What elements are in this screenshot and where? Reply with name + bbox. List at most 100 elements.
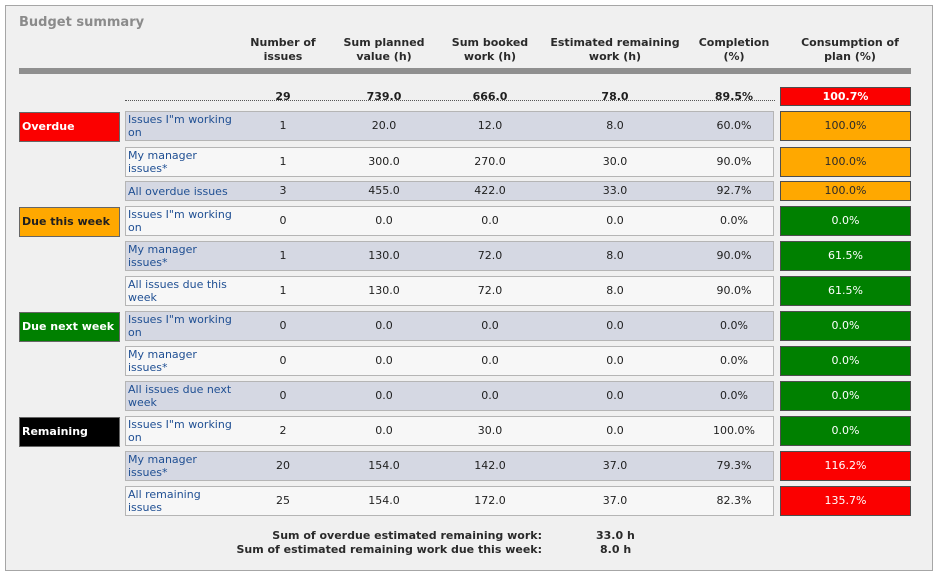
row-completion: 0.0%: [720, 319, 748, 332]
row-link[interactable]: All remaining issues: [128, 488, 201, 514]
header-divider: [19, 68, 911, 74]
row-link[interactable]: Issues I"m working on: [128, 313, 232, 339]
row-booked: 0.0: [481, 389, 499, 402]
row-remaining: 0.0: [606, 424, 624, 437]
row-remaining: 37.0: [602, 459, 628, 472]
group-remaining: Remaining: [19, 417, 120, 447]
total-consumption: 100.7%: [780, 87, 911, 106]
table-row: All issues due next week: [125, 381, 774, 411]
total-remaining: 78.0: [601, 90, 629, 103]
row-issues: 0: [279, 214, 287, 227]
row-remaining: 0.0: [606, 319, 624, 332]
row-remaining: 33.0: [602, 184, 628, 197]
table-row: My manager issues*: [125, 147, 774, 177]
row-completion: 0.0%: [720, 389, 748, 402]
row-consumption-badge: 0.0%: [780, 416, 911, 446]
row-consumption-badge: 135.7%: [780, 486, 911, 516]
row-completion: 79.3%: [716, 459, 752, 472]
group-due-this-week: Due this week: [19, 207, 120, 237]
footer-week-label: Sum of estimated remaining work due this…: [236, 543, 542, 556]
row-planned: 154.0: [368, 494, 400, 507]
row-completion: 0.0%: [720, 214, 748, 227]
row-planned: 130.0: [368, 284, 400, 297]
table-row: All overdue issues: [125, 181, 774, 201]
row-consumption-badge: 61.5%: [780, 276, 911, 306]
row-issues: 2: [279, 424, 287, 437]
row-remaining: 0.0: [606, 214, 624, 227]
row-issues: 20: [276, 459, 290, 472]
row-completion: 90.0%: [716, 284, 752, 297]
row-link[interactable]: Issues I"m working on: [128, 113, 232, 139]
row-consumption-badge: 0.0%: [780, 346, 911, 376]
row-remaining: 0.0: [606, 354, 624, 367]
row-booked: 72.0: [477, 284, 503, 297]
row-link[interactable]: All overdue issues: [128, 185, 228, 198]
footer-overdue-value: 33.0 h: [596, 529, 635, 542]
table-row: Issues I"m working on: [125, 111, 774, 141]
row-remaining: 8.0: [606, 284, 624, 297]
row-booked: 422.0: [474, 184, 506, 197]
total-planned: 739.0: [366, 90, 402, 103]
row-link[interactable]: Issues I"m working on: [128, 418, 232, 444]
col-header-consumption: Consumption of plan (%): [801, 36, 899, 63]
row-planned: 300.0: [368, 155, 400, 168]
table-row: All remaining issues: [125, 486, 774, 516]
row-completion: 60.0%: [716, 119, 752, 132]
row-booked: 142.0: [474, 459, 506, 472]
group-overdue: Overdue: [19, 112, 120, 142]
row-link[interactable]: Issues I"m working on: [128, 208, 232, 234]
row-remaining: 8.0: [606, 249, 624, 262]
row-consumption-badge: 0.0%: [780, 381, 911, 411]
row-booked: 12.0: [477, 119, 503, 132]
row-issues: 0: [279, 389, 287, 402]
col-header-completion: Completion (%): [698, 36, 770, 63]
row-link[interactable]: All issues due next week: [128, 383, 232, 409]
row-link[interactable]: My manager issues*: [128, 453, 197, 479]
table-row: All issues due this week: [125, 276, 774, 306]
row-booked: 0.0: [481, 319, 499, 332]
panel-title: Budget summary: [19, 15, 145, 30]
row-planned: 20.0: [371, 119, 397, 132]
row-booked: 270.0: [474, 155, 506, 168]
row-link[interactable]: My manager issues*: [128, 348, 197, 374]
row-planned: 0.0: [375, 424, 393, 437]
row-remaining: 0.0: [606, 389, 624, 402]
row-remaining: 30.0: [602, 155, 628, 168]
row-link[interactable]: My manager issues*: [128, 149, 197, 175]
row-planned: 0.0: [375, 214, 393, 227]
row-completion: 82.3%: [716, 494, 752, 507]
row-booked: 172.0: [474, 494, 506, 507]
group-due-next-week: Due next week: [19, 312, 120, 342]
row-consumption-badge: 61.5%: [780, 241, 911, 271]
row-consumption-badge: 0.0%: [780, 206, 911, 236]
row-remaining: 37.0: [602, 494, 628, 507]
row-booked: 0.0: [481, 214, 499, 227]
total-issues: 29: [275, 90, 291, 103]
row-completion: 92.7%: [716, 184, 752, 197]
table-row: My manager issues*: [125, 346, 774, 376]
row-booked: 0.0: [481, 354, 499, 367]
table-row: My manager issues*: [125, 241, 774, 271]
row-consumption-badge: 100.0%: [780, 111, 911, 141]
row-consumption-badge: 0.0%: [780, 311, 911, 341]
col-header-issues: Number of issues: [250, 36, 316, 63]
row-planned: 455.0: [368, 184, 400, 197]
row-booked: 72.0: [477, 249, 503, 262]
row-consumption-badge: 100.0%: [780, 181, 911, 201]
table-row: Issues I"m working on: [125, 206, 774, 236]
row-planned: 0.0: [375, 354, 393, 367]
row-issues: 0: [279, 354, 287, 367]
row-completion: 0.0%: [720, 354, 748, 367]
col-header-booked: Sum booked work (h): [451, 36, 529, 63]
col-header-remaining: Estimated remaining work (h): [550, 36, 680, 63]
row-planned: 154.0: [368, 459, 400, 472]
row-planned: 0.0: [375, 319, 393, 332]
row-planned: 130.0: [368, 249, 400, 262]
total-completion: 89.5%: [714, 90, 754, 103]
row-link[interactable]: All issues due this week: [128, 278, 227, 304]
row-planned: 0.0: [375, 389, 393, 402]
row-issues: 0: [279, 319, 287, 332]
row-issues: 25: [276, 494, 290, 507]
row-link[interactable]: My manager issues*: [128, 243, 197, 269]
row-issues: 1: [279, 249, 287, 262]
